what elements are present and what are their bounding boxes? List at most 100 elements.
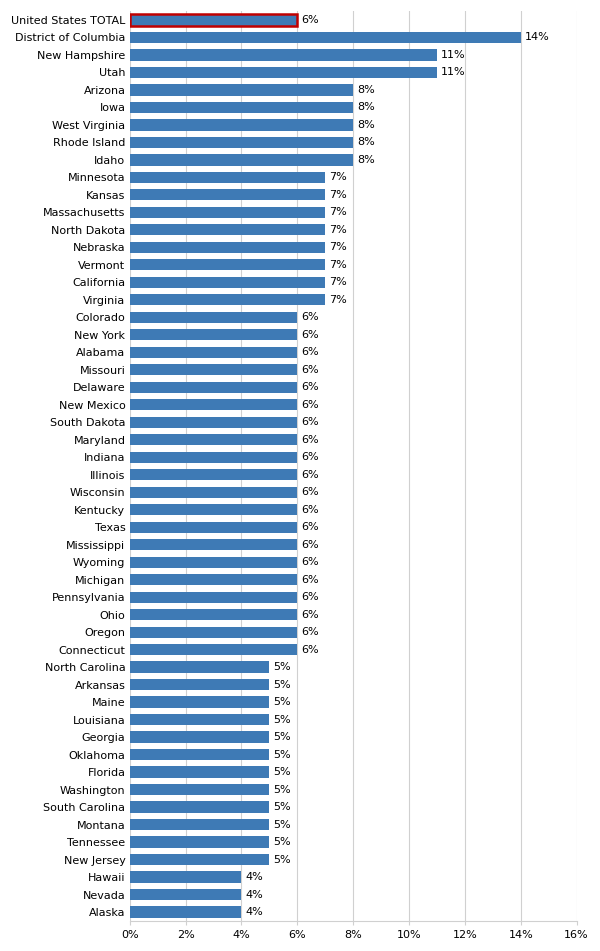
Text: 6%: 6% [301,592,319,602]
Bar [130,189,325,201]
Text: 7%: 7% [329,172,347,183]
Bar [130,889,241,901]
Bar [130,67,437,78]
Text: 6%: 6% [301,628,319,637]
Bar [130,346,297,358]
Text: 7%: 7% [329,278,347,287]
Text: 5%: 5% [274,855,291,864]
Bar [130,434,297,445]
Bar [130,696,269,708]
Bar [130,539,297,551]
Bar [130,312,297,323]
Bar [130,294,325,305]
Text: 6%: 6% [301,15,319,25]
Text: 8%: 8% [358,137,375,147]
Bar [130,574,297,586]
Bar [130,627,297,638]
Bar [130,469,297,480]
Bar [130,784,269,795]
Text: 6%: 6% [301,347,319,358]
Text: 6%: 6% [301,470,319,479]
Text: 5%: 5% [274,802,291,812]
Text: 5%: 5% [274,662,291,672]
Text: 14%: 14% [525,32,550,43]
Bar [130,31,521,43]
Text: 8%: 8% [358,155,375,165]
Bar [130,49,437,61]
Text: 5%: 5% [274,732,291,742]
Text: 5%: 5% [274,820,291,829]
Text: 5%: 5% [274,785,291,795]
Bar [130,84,353,95]
Bar [130,679,269,690]
Bar [130,731,269,743]
Bar [130,556,297,568]
Text: 7%: 7% [329,224,347,235]
Text: 7%: 7% [329,295,347,304]
Text: 7%: 7% [329,190,347,200]
Bar [130,206,325,218]
Bar [130,329,297,340]
Text: 8%: 8% [358,85,375,95]
Text: 11%: 11% [441,49,466,60]
Text: 6%: 6% [301,453,319,462]
Bar [130,224,325,236]
Bar [130,242,325,253]
Bar [130,364,297,376]
Bar [130,102,353,113]
Bar [130,521,297,533]
Bar [130,14,297,26]
Text: 6%: 6% [301,365,319,375]
Text: 6%: 6% [301,505,319,514]
Text: 6%: 6% [301,487,319,497]
Text: 4%: 4% [245,907,263,917]
Bar [130,802,269,813]
Text: 6%: 6% [301,435,319,445]
Text: 6%: 6% [301,522,319,533]
Text: 4%: 4% [245,889,263,900]
Text: 7%: 7% [329,243,347,252]
Text: 5%: 5% [274,767,291,777]
Text: 6%: 6% [301,557,319,567]
Text: 6%: 6% [301,382,319,392]
Bar [130,381,297,393]
Text: 8%: 8% [358,120,375,130]
Text: 6%: 6% [301,610,319,620]
Bar [130,592,297,603]
Bar [130,854,269,865]
Bar [130,767,269,778]
Bar [130,609,297,620]
Text: 6%: 6% [301,330,319,340]
Bar [130,277,325,288]
Text: 7%: 7% [329,207,347,218]
Bar [130,119,353,130]
Bar [130,819,269,830]
Text: 5%: 5% [274,680,291,689]
Text: 5%: 5% [274,697,291,708]
Text: 5%: 5% [274,714,291,725]
Text: 5%: 5% [274,749,291,760]
Bar [130,749,269,761]
Text: 6%: 6% [301,417,319,427]
Bar [130,171,325,183]
Text: 6%: 6% [301,540,319,550]
Text: 6%: 6% [301,574,319,585]
Text: 5%: 5% [274,837,291,847]
Bar [130,452,297,463]
Text: 6%: 6% [301,312,319,322]
Text: 7%: 7% [329,260,347,270]
Bar [130,662,269,673]
Text: 4%: 4% [245,872,263,883]
Text: 6%: 6% [301,645,319,654]
Bar [130,154,353,165]
Bar [130,906,241,918]
Bar [130,259,325,270]
Bar [130,487,297,498]
Bar [130,137,353,148]
Text: 8%: 8% [358,103,375,112]
Bar [130,871,241,883]
Bar [130,399,297,411]
Bar [130,504,297,515]
Bar [130,644,297,655]
Bar [130,837,269,848]
